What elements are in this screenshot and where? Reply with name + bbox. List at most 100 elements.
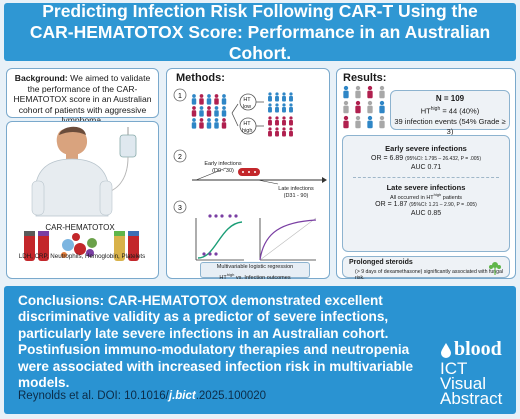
person-icon	[343, 85, 349, 99]
blood-logo: blood ICT Visual Abstract	[440, 338, 510, 408]
early-severe-heading: Early severe infections	[385, 144, 467, 153]
person-icon	[199, 94, 204, 105]
person-icon	[275, 103, 279, 113]
mv-line2: HThigh vs. Infection outcomes	[219, 272, 291, 281]
person-icon	[206, 118, 212, 129]
person-icon	[268, 103, 272, 113]
citation: Reynolds et al. DOI: 10.1016/j.bict.2025…	[18, 390, 267, 402]
person-icon	[367, 100, 373, 114]
early-title: Early infections	[204, 161, 242, 167]
late-title: Late infections	[278, 186, 314, 192]
brand-text: blood	[454, 338, 502, 360]
person-icon	[191, 118, 197, 129]
person-icon	[289, 92, 293, 102]
logo-line3: Abstract	[440, 389, 503, 408]
cohort-n: N = 109	[435, 94, 465, 103]
person-icon	[268, 116, 272, 126]
person-icon	[289, 127, 293, 137]
sigmoid-plot-icon	[195, 214, 244, 261]
person-icon	[282, 103, 286, 113]
person-icon	[282, 92, 286, 102]
person-icon	[379, 100, 385, 114]
conclusions-text: Conclusions: CAR-HEMATOTOX demonstrated …	[18, 293, 433, 391]
person-icon	[282, 116, 286, 126]
steroids-heading: Prolonged steroids	[349, 259, 413, 266]
fungus-icon	[489, 262, 501, 275]
person-icon	[275, 92, 279, 102]
conclusions-body: CAR-HEMATOTOX demonstrated excellent dis…	[18, 293, 414, 391]
person-icon	[343, 100, 349, 114]
mv-sup: high	[226, 272, 235, 277]
methods-illustration: 1 2 3	[173, 88, 327, 261]
multivariable-box: Multivariable logistic regression HThigh…	[200, 262, 310, 281]
doi-link[interactable]: j.bict	[168, 390, 196, 402]
patient-illustration	[24, 126, 139, 261]
person-icon	[355, 100, 361, 114]
background-panel: Background: We aimed to validate the per…	[6, 68, 159, 125]
cohort-summary-box: N = 109 HThigh = 44 (40%) 39 infection e…	[390, 90, 510, 136]
methods-heading: Methods:	[176, 72, 225, 84]
background-body: We aimed to validate the performance of …	[13, 73, 152, 125]
person-icon	[268, 92, 272, 102]
severe-infections-box: Early severe infections OR = 6.89 (95%CI…	[342, 135, 510, 252]
late-or: OR = 1.87 (95%CI: 1.21 – 2.90, P = .005)	[375, 200, 477, 208]
step-1-number: 1	[178, 93, 182, 100]
title-banner: Predicting Infection Risk Following CAR-…	[4, 0, 516, 63]
conclusions-banner: Conclusions: CAR-HEMATOTOX demonstrated …	[4, 286, 516, 414]
person-icon	[275, 116, 279, 126]
page-title: Predicting Infection Risk Following CAR-…	[29, 0, 491, 63]
results-heading: Results:	[343, 72, 387, 84]
person-icon	[199, 118, 204, 129]
person-icon	[289, 103, 293, 113]
person-icon	[214, 106, 219, 117]
steroids-sub: (> 9 days of dexamethasone) significantl…	[355, 269, 504, 281]
mv-line1: Multivariable logistic regression	[216, 264, 294, 270]
blood-brand: blood	[440, 338, 510, 361]
logo-line1: ICT	[440, 359, 468, 378]
person-icon	[343, 115, 349, 129]
person-icon	[214, 118, 219, 129]
ht-high-group-icon	[268, 116, 293, 137]
infection-events: 39 infection events (54% Grade ≥ 3)	[394, 116, 506, 136]
early-auc: AUC 0.71	[410, 164, 442, 171]
ht-low-label: HT low	[242, 97, 252, 110]
person-icon	[268, 127, 272, 137]
person-icon	[282, 127, 286, 137]
results-people-icon	[343, 85, 385, 129]
background-label: Background:	[14, 73, 68, 83]
conclusions-label: Conclusions:	[18, 293, 105, 308]
blood-tubes-icon	[24, 231, 139, 261]
person-icon	[355, 85, 361, 99]
late-sub: All occurred in HThigh patients	[389, 192, 463, 201]
logo-line2: Visual	[440, 374, 486, 393]
ht-split-icon	[231, 93, 264, 135]
early-infections-label: Early infections (D0 - 30)	[198, 161, 248, 175]
person-icon	[221, 106, 227, 117]
late-range: (D31 - 90)	[283, 193, 309, 199]
person-icon	[379, 85, 385, 99]
early-or: OR = 6.89 (95%CI: 1.795 – 26.432, P = .0…	[371, 155, 481, 162]
roc-plot-icon	[259, 217, 317, 261]
steroids-box: Prolonged steroids (> 9 days of dexameth…	[342, 256, 510, 281]
person-icon	[206, 106, 212, 117]
person-icon	[214, 94, 219, 105]
person-icon	[206, 94, 212, 105]
background-text: Background: We aimed to validate the per…	[7, 69, 158, 130]
blood-cells-icon	[61, 233, 97, 258]
person-icon	[355, 115, 361, 129]
person-icon	[191, 106, 197, 117]
ht-low-group-icon	[268, 92, 293, 113]
labs-list: LDH, CRP, Neutrophils, Hemoglobin, Plate…	[18, 253, 146, 260]
cohort-people-icon	[191, 94, 227, 129]
early-range: (D0 - 30)	[212, 168, 234, 174]
person-icon	[367, 115, 373, 129]
person-icon	[191, 94, 197, 105]
person-icon	[221, 118, 227, 129]
hthigh-count: HThigh = 44 (40%)	[420, 106, 480, 116]
patient-icon	[31, 126, 113, 217]
person-icon	[379, 115, 385, 129]
person-icon	[289, 116, 293, 126]
step-markers: 1 2 3	[173, 88, 187, 214]
late-severe-heading: Late severe infections	[386, 183, 466, 192]
